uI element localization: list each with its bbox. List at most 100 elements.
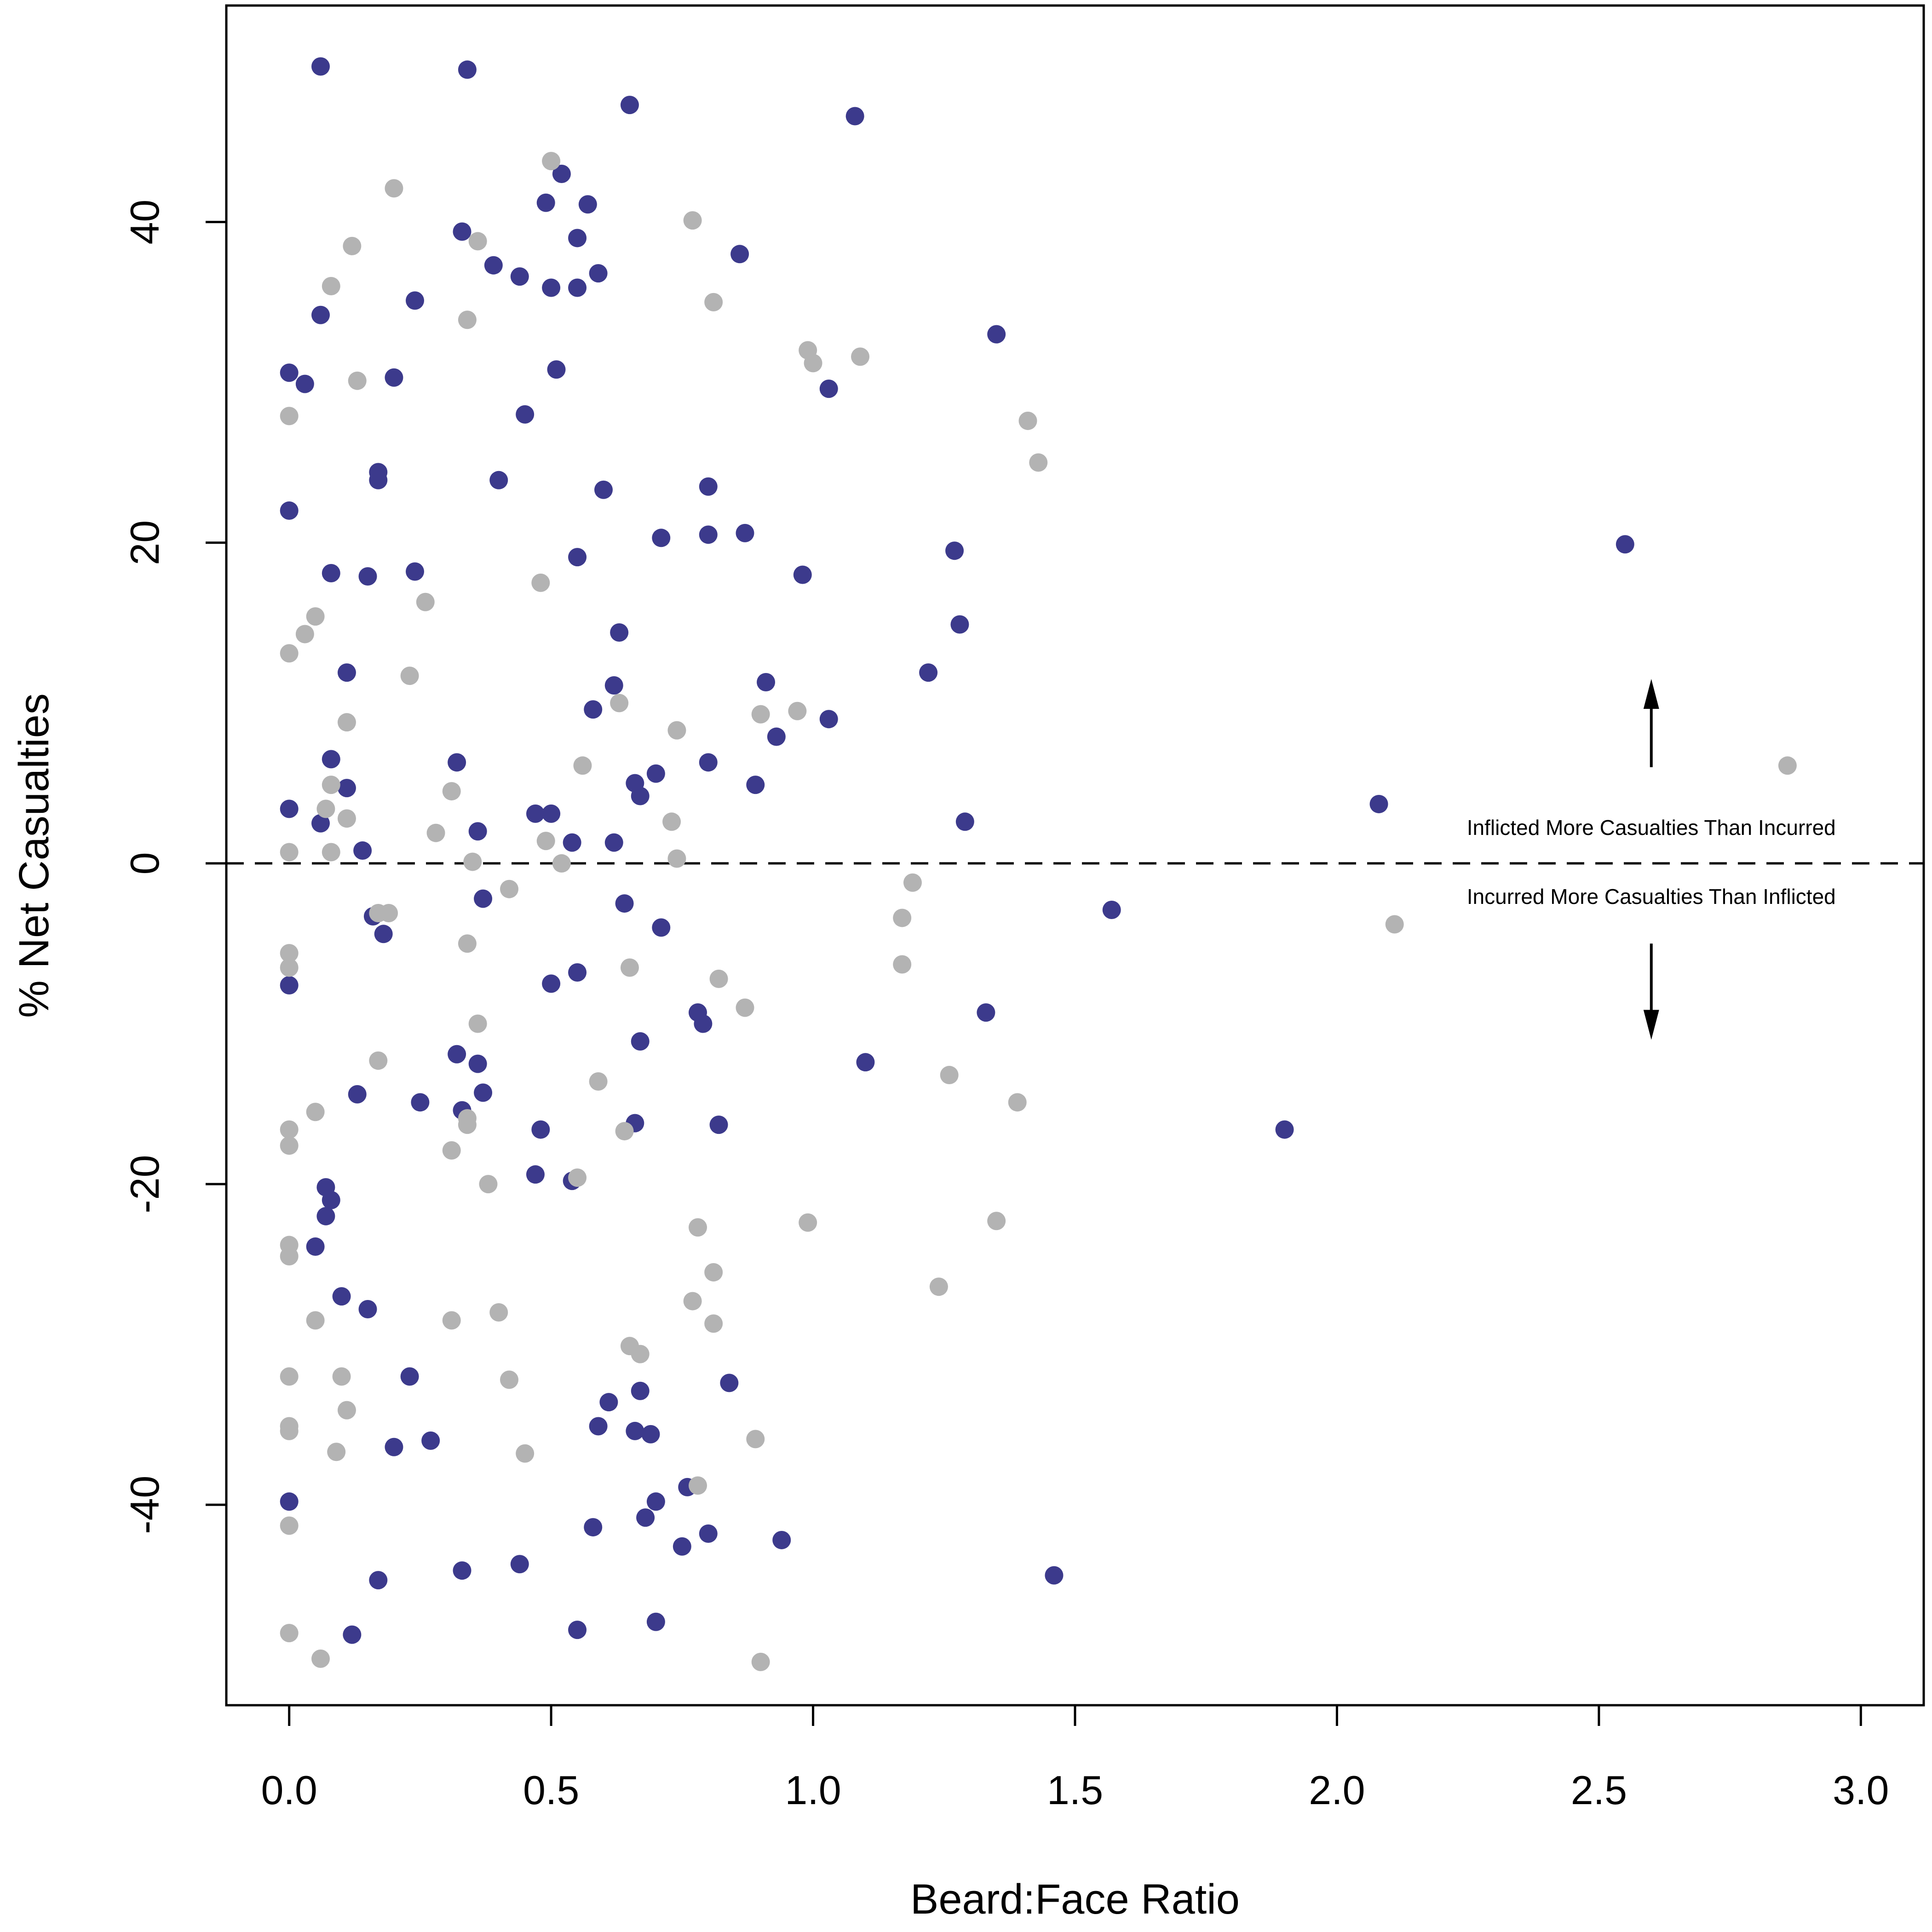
data-point [652, 918, 671, 937]
data-point [479, 1175, 498, 1194]
y-tick-label: -20 [122, 1155, 167, 1213]
data-point [751, 1652, 770, 1671]
data-point [673, 1537, 691, 1556]
data-point [280, 1516, 299, 1535]
data-point [489, 471, 508, 489]
data-point [442, 782, 461, 801]
data-point [646, 1492, 665, 1511]
data-point [358, 567, 377, 586]
data-point [442, 1311, 461, 1330]
data-point [699, 753, 718, 772]
x-tick-label: 0.5 [523, 1767, 579, 1813]
data-point [652, 529, 671, 547]
data-point [306, 1311, 325, 1330]
data-point [955, 812, 974, 831]
data-point [1018, 411, 1037, 430]
data-point [1275, 1120, 1294, 1139]
data-point [641, 1425, 660, 1443]
data-point [631, 1345, 650, 1363]
data-point [468, 822, 487, 841]
data-point [699, 477, 718, 496]
data-point [730, 245, 749, 264]
x-tick-label: 1.0 [785, 1767, 841, 1813]
data-point [458, 1116, 477, 1134]
data-point [694, 1014, 713, 1033]
data-point [683, 211, 702, 230]
data-point [626, 1421, 644, 1440]
data-point [757, 673, 776, 692]
data-point [919, 663, 938, 682]
data-point [903, 873, 922, 892]
data-point [578, 195, 597, 214]
data-point [369, 1051, 388, 1070]
data-point [280, 799, 299, 818]
data-point [458, 934, 477, 953]
y-tick-label: 0 [122, 852, 167, 874]
data-point [374, 925, 393, 943]
y-tick-label: 20 [122, 520, 167, 565]
data-point [380, 903, 398, 922]
data-point [489, 1303, 508, 1322]
data-points [280, 57, 1797, 1671]
x-tick-label: 2.0 [1309, 1767, 1365, 1813]
data-point [1029, 453, 1048, 472]
data-point [448, 753, 466, 772]
data-point [295, 625, 314, 644]
data-point [453, 1561, 472, 1580]
data-point [893, 955, 912, 974]
data-point [448, 1045, 466, 1064]
data-point [1045, 1566, 1064, 1585]
data-point [280, 1421, 299, 1440]
data-point [929, 1277, 948, 1296]
data-point [1385, 915, 1404, 934]
data-point [699, 1524, 718, 1543]
data-point [510, 1555, 529, 1574]
data-point [945, 541, 964, 560]
data-point [940, 1066, 959, 1085]
data-point [348, 371, 367, 390]
data-point [536, 193, 555, 212]
data-point [295, 374, 314, 393]
data-point [280, 843, 299, 862]
data-point [615, 894, 634, 913]
data-point [453, 222, 472, 241]
data-point [468, 1014, 487, 1033]
data-point [547, 360, 566, 379]
data-point [474, 1083, 493, 1102]
data-point [526, 1165, 545, 1184]
data-point [280, 407, 299, 426]
data-point [280, 644, 299, 663]
data-point [516, 405, 535, 424]
data-point [306, 1237, 325, 1256]
arrow-up-head-icon [1643, 679, 1659, 709]
data-point [987, 1212, 1006, 1230]
data-point [337, 1401, 356, 1420]
data-point [332, 1367, 351, 1386]
data-point [306, 1103, 325, 1121]
data-point [280, 976, 299, 995]
data-point [474, 889, 493, 908]
data-point [704, 1263, 723, 1282]
data-point [1102, 901, 1121, 920]
data-point [516, 1444, 535, 1463]
data-point [610, 623, 629, 642]
data-point [793, 565, 812, 584]
data-point [322, 750, 340, 769]
data-point [280, 1120, 299, 1139]
data-point [589, 264, 608, 283]
data-point [369, 1571, 388, 1590]
data-point [322, 564, 340, 582]
data-point [594, 480, 613, 499]
data-point [636, 1508, 655, 1527]
x-tick-label: 3.0 [1833, 1767, 1889, 1813]
data-point [358, 1300, 377, 1318]
data-point [620, 958, 639, 977]
data-point [667, 849, 686, 868]
data-point [343, 236, 362, 255]
data-point [510, 267, 529, 286]
data-point [468, 232, 487, 251]
data-point [1778, 756, 1797, 775]
x-tick-label: 1.5 [1047, 1767, 1103, 1813]
data-point [604, 833, 623, 852]
